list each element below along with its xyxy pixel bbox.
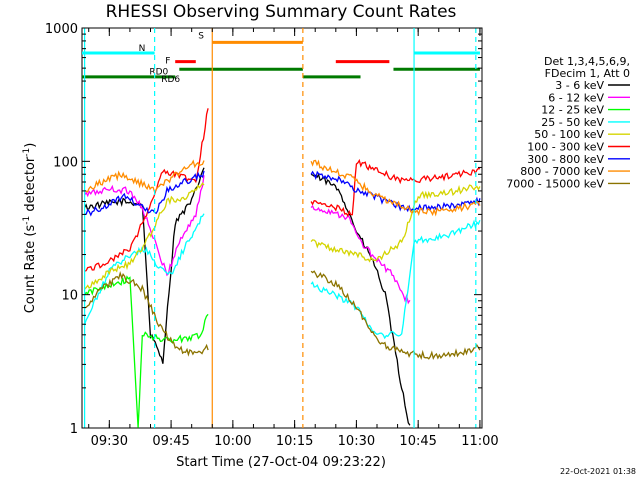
series-7-trace-1: [84, 170, 205, 217]
x-axis-ticks: 09:30 09:45 10:00 10:15 10:30 10:45 11:00: [88, 28, 499, 449]
flag-rd0: RD0: [149, 67, 480, 77]
series-8-trace-2: [310, 159, 481, 217]
footer-timestamp: 22-Oct-2021 01:38: [560, 467, 636, 476]
series-7: [84, 170, 481, 217]
plot-area: [81, 27, 483, 429]
series-6-trace-2: [310, 158, 481, 217]
legend-label-1: 3 - 6 keV: [555, 79, 604, 92]
flag-f: F: [165, 57, 390, 67]
series-7-trace-2: [310, 170, 481, 213]
series-4-trace-2: [310, 219, 481, 340]
legend-item-2: 6 - 12 keV: [548, 91, 630, 104]
legend-label-7: 300 - 800 keV: [527, 153, 604, 166]
x-tick-label-2: 09:45: [152, 434, 189, 449]
y-axis-label-mid: detector: [23, 156, 38, 216]
series-9-trace-1: [84, 270, 209, 357]
series-1: [84, 167, 411, 426]
series-5-trace-2: [310, 184, 481, 263]
legend-item-4: 25 - 50 keV: [541, 116, 630, 129]
legend-item-3: 12 - 25 keV: [541, 104, 630, 117]
legend-label-8: 800 - 7000 keV: [520, 165, 604, 178]
legend-item-5: 50 - 100 keV: [534, 128, 630, 141]
x-axis-label: Start Time (27-Oct-04 09:23:22): [176, 455, 386, 470]
y-tick-label-3: 100: [53, 155, 78, 170]
series-5: [84, 182, 481, 290]
legend-item-1: 3 - 6 keV: [555, 79, 630, 92]
legend-label-6: 100 - 300 keV: [527, 141, 604, 154]
legend-item-9: 7000 - 15000 keV: [506, 177, 630, 190]
flag-n-label: N: [139, 44, 146, 54]
y-tick-label-2: 10: [61, 289, 78, 304]
series-8: [84, 159, 481, 217]
x-tick-label-3: 10:00: [214, 434, 251, 449]
flag-rd0-label: RD0: [149, 67, 168, 77]
legend-label-3: 12 - 25 keV: [541, 104, 604, 117]
y-axis-label-main: Count Rate (s: [23, 225, 38, 314]
series-2-trace-1: [84, 175, 205, 277]
legend-label-5: 50 - 100 keV: [534, 128, 604, 141]
series-6-trace-1: [84, 108, 209, 272]
legend-item-6: 100 - 300 keV: [527, 141, 630, 154]
legend-label-2: 6 - 12 keV: [548, 91, 604, 104]
y-axis-ticks: 1 10 100 1000: [45, 22, 482, 437]
legend-label-4: 25 - 50 keV: [541, 116, 604, 129]
series-3-trace-1: [84, 275, 209, 428]
series-2-trace-2: [310, 204, 411, 305]
series-8-trace-1: [84, 159, 205, 194]
flag-n: N: [82, 44, 480, 55]
y-axis-label-sup2: -1: [22, 148, 32, 157]
series-1-trace-1: [84, 167, 205, 364]
flag-s: S: [198, 31, 303, 44]
series-5-trace-1: [84, 182, 205, 290]
y-tick-label-4: 1000: [45, 22, 78, 37]
series-6: [84, 108, 481, 272]
vertical-markers: [84, 28, 477, 428]
series-layer: [83, 108, 481, 428]
flag-f-label: F: [165, 57, 170, 67]
y-axis-label-sup1: -1: [22, 216, 32, 225]
x-tick-label-1: 09:30: [91, 434, 128, 449]
y-tick-label-1: 1: [70, 422, 78, 437]
x-tick-label-6: 10:45: [399, 434, 436, 449]
series-9: [84, 270, 481, 361]
plot-frame: [81, 27, 483, 429]
series-4: [83, 213, 481, 340]
flag-rd6: RD6: [82, 75, 361, 85]
series-4-trace-1: [83, 213, 205, 325]
chart-title: RHESSI Observing Summary Count Rates: [106, 2, 457, 22]
x-tick-label-7: 11:00: [461, 434, 498, 449]
y-axis-label-end: ): [23, 143, 38, 148]
flag-rd6-label: RD6: [161, 75, 180, 85]
legend-header-line-2: FDecim 1, Att 0: [545, 67, 630, 80]
series-1-trace-2: [310, 172, 411, 426]
legend-item-8: 800 - 7000 keV: [520, 165, 630, 178]
legend-item-7: 300 - 800 keV: [527, 153, 630, 166]
y-axis-label: Count Rate (s-1 detector-1): [22, 143, 38, 314]
legend: Det 1,3,4,5,6,9, FDecim 1, Att 0 3 - 6 k…: [506, 55, 630, 190]
series-2: [84, 175, 411, 305]
x-tick-label-5: 10:30: [338, 434, 375, 449]
legend-header-line-1: Det 1,3,4,5,6,9,: [544, 55, 630, 68]
series-9-trace-2: [310, 270, 481, 361]
legend-label-9: 7000 - 15000 keV: [506, 177, 604, 190]
series-3: [84, 275, 209, 428]
flag-s-label: S: [198, 31, 204, 41]
x-tick-label-4: 10:15: [276, 434, 313, 449]
